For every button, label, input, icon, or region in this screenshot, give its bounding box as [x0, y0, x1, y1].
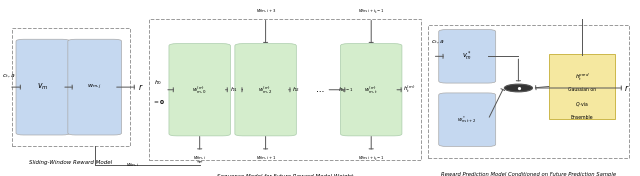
FancyBboxPatch shape	[340, 44, 402, 136]
Text: Sliding-Window Reward Model: Sliding-Window Reward Model	[29, 160, 112, 165]
Text: $w_{m,i+t_s-1}$: $w_{m,i+t_s-1}$	[358, 7, 385, 16]
Text: $v_m$: $v_m$	[37, 82, 49, 92]
Text: Sequence Model for Future Reward Model Weight: Sequence Model for Future Reward Model W…	[217, 174, 353, 176]
Bar	[149, 19, 421, 160]
Text: $w^{(m)}_{m,t}$: $w^{(m)}_{m,t}$	[364, 84, 378, 95]
FancyBboxPatch shape	[16, 39, 70, 135]
Circle shape	[504, 84, 532, 92]
Text: $h_0$: $h_0$	[154, 78, 162, 87]
Text: $w_{m,j}$: $w_{m,j}$	[87, 83, 102, 92]
Text: $w_{m,i+3}$: $w_{m,i+3}$	[255, 8, 276, 15]
Bar	[428, 25, 629, 158]
Text: $w_{m,i}$: $w_{m,i}$	[193, 155, 206, 162]
Text: Ensemble: Ensemble	[571, 115, 593, 120]
Bar	[12, 28, 130, 146]
FancyBboxPatch shape	[68, 39, 122, 135]
Text: $w_{m,i+1}$: $w_{m,i+1}$	[255, 155, 276, 162]
FancyBboxPatch shape	[439, 93, 495, 146]
Text: $h_{t_s-1}$: $h_{t_s-1}$	[338, 85, 353, 95]
Text: $h^{pred}_t$: $h^{pred}_t$	[575, 72, 589, 83]
Text: $Q$-via: $Q$-via	[575, 100, 589, 108]
FancyBboxPatch shape	[235, 44, 296, 136]
FancyBboxPatch shape	[169, 44, 230, 136]
Text: $h_1$: $h_1$	[230, 85, 237, 94]
Text: $w_{m,i+t_s-1}$: $w_{m,i+t_s-1}$	[358, 154, 385, 163]
Text: $c_t, a$: $c_t, a$	[431, 38, 445, 46]
Text: $h^{(m)}_t$: $h^{(m)}_t$	[403, 84, 416, 95]
Text: $h_2$: $h_2$	[292, 85, 300, 94]
Text: $w^*_{m,t+2}$: $w^*_{m,t+2}$	[458, 115, 477, 125]
Text: $v^*_m$: $v^*_m$	[462, 50, 472, 63]
Text: Gaussian on: Gaussian on	[568, 87, 596, 92]
Text: Reward Prediction Model Conditioned on Future Prediction Sample: Reward Prediction Model Conditioned on F…	[441, 172, 616, 176]
Text: $=\mathbf{0}$: $=\mathbf{0}$	[152, 98, 164, 106]
Text: $w^{(m)}_{m,2}$: $w^{(m)}_{m,2}$	[259, 84, 273, 95]
FancyBboxPatch shape	[549, 54, 615, 119]
Text: $w_{m,i}$: $w_{m,i}$	[126, 162, 140, 169]
Text: $c_t, a$: $c_t, a$	[2, 72, 15, 80]
Text: $r$: $r$	[625, 83, 630, 93]
FancyBboxPatch shape	[439, 30, 495, 83]
Text: $w^{(m)}_{m,0}$: $w^{(m)}_{m,0}$	[193, 84, 207, 95]
Text: $\bullet$: $\bullet$	[515, 83, 522, 93]
Text: $r$: $r$	[138, 82, 143, 92]
Text: $\cdots$: $\cdots$	[316, 85, 324, 94]
